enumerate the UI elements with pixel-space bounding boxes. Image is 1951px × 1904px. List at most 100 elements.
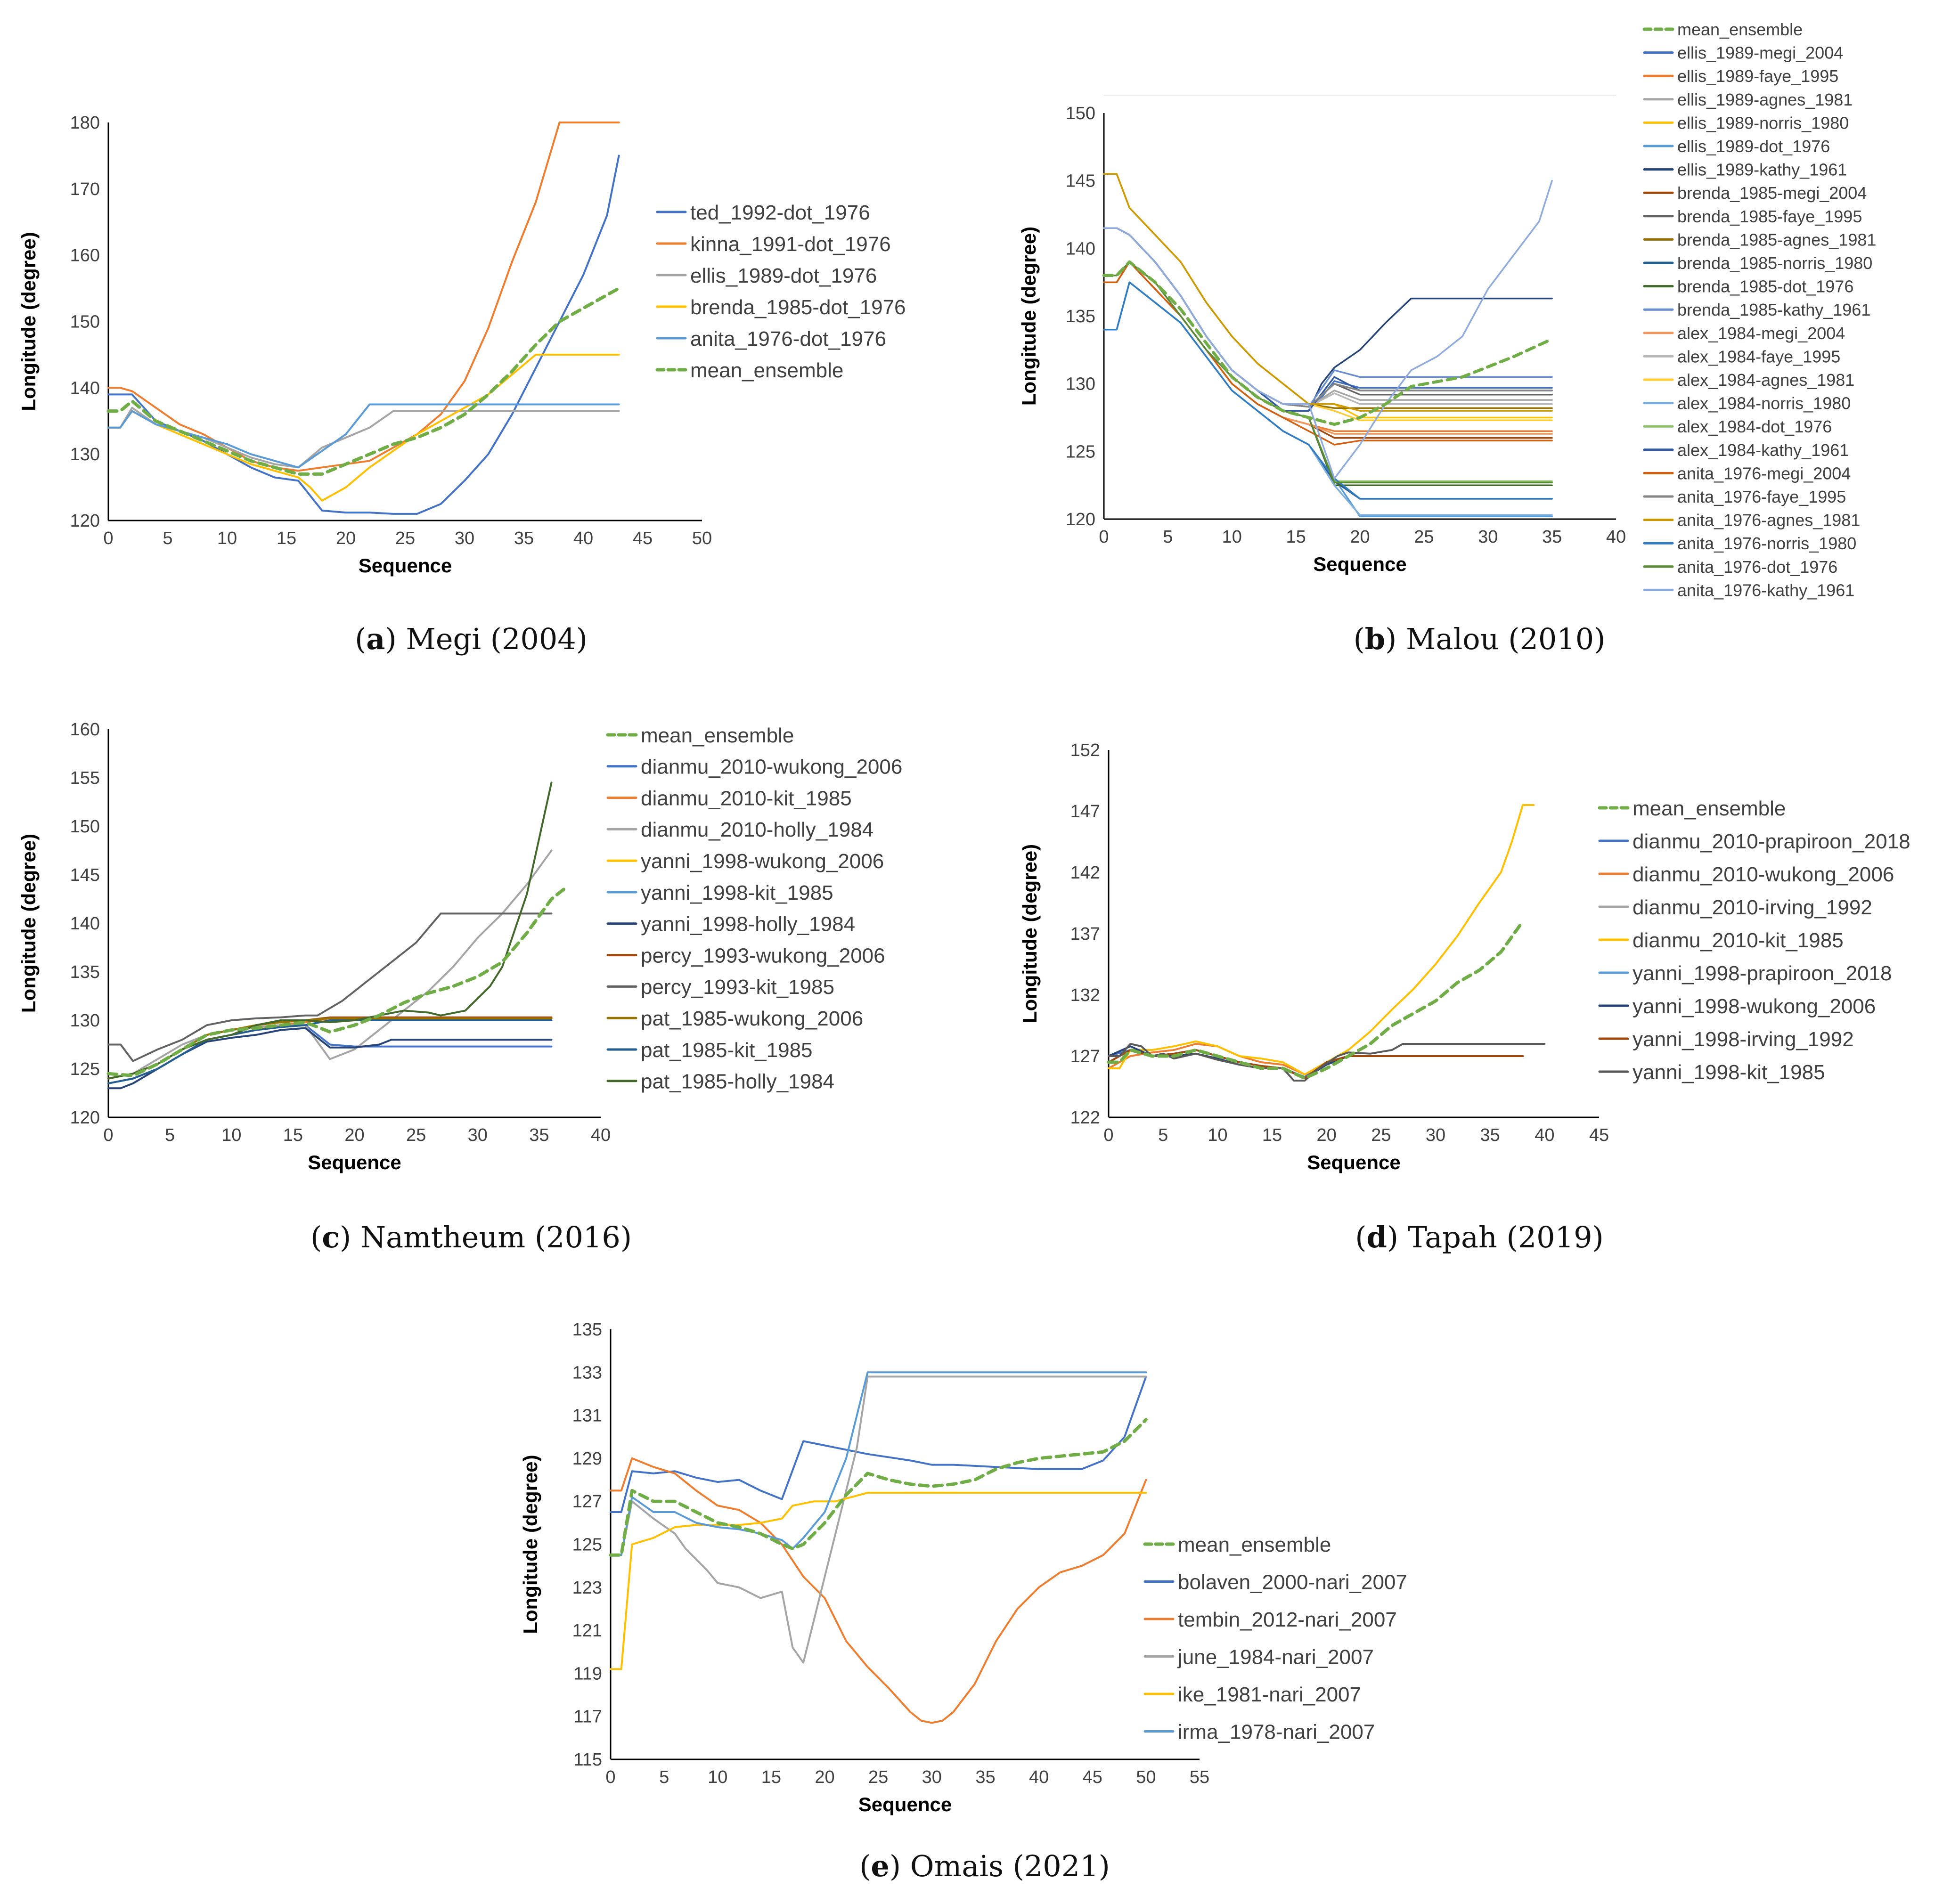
chart-e-x-tick: 30 <box>922 1767 942 1787</box>
chart-a-x-label: Sequence <box>359 554 452 577</box>
chart-a-series-line <box>107 353 620 502</box>
chart-d-legend-label: dianmu_2010-irving_1992 <box>1633 896 1872 919</box>
chart-b-series-line <box>1103 173 1553 409</box>
chart-b-legend-label: anita_1976-faye_1995 <box>1677 487 1846 506</box>
chart-c-x-label: Sequence <box>308 1151 401 1173</box>
chart-c-series-line <box>106 887 566 1077</box>
chart-c-legend-label: dianmu_2010-holly_1984 <box>641 818 873 841</box>
chart-b-series-line <box>1103 227 1553 412</box>
chart-e-y-label: Longitude (degree) <box>519 1455 541 1634</box>
chart-e-x-tick: 40 <box>1029 1767 1049 1787</box>
chart-b-x-label: Sequence <box>1313 553 1406 575</box>
chart-b-legend-label: anita_1976-norris_1980 <box>1677 534 1856 553</box>
chart-e-legend-label: irma_1978-nari_2007 <box>1178 1720 1375 1743</box>
chart-e-series-line <box>609 1418 1148 1557</box>
chart-d-y-tick: 152 <box>1070 740 1100 760</box>
chart-b-series-line <box>1103 281 1553 516</box>
chart-e-series-line <box>610 1371 1147 1556</box>
chart-a-y-tick: 160 <box>70 246 100 266</box>
chart-d-legend-label: yanni_1998-prapiroon_2018 <box>1633 962 1892 985</box>
chart-b-x-tick: 30 <box>1478 527 1498 547</box>
chart-c-legend-label: pat_1985-kit_1985 <box>641 1039 813 1062</box>
chart-b-legend-label: alex_1984-agnes_1981 <box>1677 370 1854 390</box>
chart-e-x-tick: 35 <box>975 1767 995 1787</box>
chart-b-x-tick: 35 <box>1542 527 1562 547</box>
chart-e-x-tick: 45 <box>1083 1767 1102 1787</box>
chart-a-series-line <box>107 403 620 469</box>
chart-a-y-tick: 170 <box>70 179 100 199</box>
chart-b-legend-label: anita_1976-megi_2004 <box>1677 464 1851 483</box>
chart-d-series-line <box>1108 804 1535 1075</box>
chart-a-legend-label: brenda_1985-dot_1976 <box>690 296 906 319</box>
chart-b-legend-label: ellis_1989-kathy_1961 <box>1677 160 1847 179</box>
chart-d-x-tick: 10 <box>1208 1125 1227 1145</box>
chart-a-series-line <box>106 286 621 476</box>
chart-a-x-tick: 25 <box>395 529 415 548</box>
chart-d-x-tick: 30 <box>1426 1125 1445 1145</box>
chart-a-series-line <box>107 122 620 472</box>
chart-a-x-tick: 50 <box>692 529 712 548</box>
chart-a-legend-label: ted_1992-dot_1976 <box>690 201 870 224</box>
chart-d-series-line <box>1107 919 1525 1080</box>
chart-b-legend-label: ellis_1989-megi_2004 <box>1677 43 1843 63</box>
chart-b-legend-label: anita_1976-kathy_1961 <box>1677 580 1854 600</box>
chart-a-series-line <box>107 155 620 515</box>
chart-e-legend-label: mean_ensemble <box>1178 1533 1331 1556</box>
chart-c-y-tick: 135 <box>70 962 100 982</box>
chart-a-legend-label: mean_ensemble <box>690 359 843 382</box>
chart-c-series-line <box>107 1019 553 1084</box>
chart-d-legend-label: dianmu_2010-prapiroon_2018 <box>1633 830 1910 853</box>
chart-b-legend-label: ellis_1989-dot_1976 <box>1677 137 1830 156</box>
chart-e-x-tick: 15 <box>761 1767 781 1787</box>
chart-c-x-tick: 20 <box>344 1125 364 1145</box>
chart-c-legend-label: percy_1993-kit_1985 <box>641 976 834 999</box>
chart-c-x-tick: 35 <box>529 1125 549 1145</box>
chart-e-y-tick: 123 <box>572 1578 602 1598</box>
chart-c-x-tick: 25 <box>406 1125 426 1145</box>
chart-c-y-tick: 140 <box>70 914 100 934</box>
caption-a: (a) Megi (2004) <box>355 622 588 656</box>
chart-d-legend-label: dianmu_2010-wukong_2006 <box>1633 863 1894 886</box>
chart-c-legend-label: dianmu_2010-wukong_2006 <box>641 756 902 779</box>
chart-a-y-tick: 140 <box>70 378 100 398</box>
chart-b-legend-label: alex_1984-kathy_1961 <box>1677 440 1849 460</box>
chart-b-x-tick: 15 <box>1286 527 1306 547</box>
chart-e-y-tick: 129 <box>572 1449 602 1469</box>
chart-a-x-tick: 15 <box>277 529 296 548</box>
caption-d: (d) Tapah (2019) <box>1355 1220 1604 1254</box>
chart-e-y-tick: 119 <box>573 1664 602 1684</box>
chart-e-y-tick: 127 <box>572 1492 602 1512</box>
chart-a-legend-label: kinna_1991-dot_1976 <box>690 233 891 256</box>
chart-a-x-tick: 0 <box>103 529 113 548</box>
chart-d-x-tick: 40 <box>1535 1125 1554 1145</box>
chart-c-legend-label: pat_1985-wukong_2006 <box>641 1007 863 1030</box>
chart-b-y-tick: 125 <box>1066 442 1095 462</box>
chart-d-y-tick: 142 <box>1070 863 1100 883</box>
chart-d-x-tick: 20 <box>1317 1125 1337 1145</box>
caption-e: (e) Omais (2021) <box>859 1849 1110 1883</box>
chart-c-x-tick: 10 <box>221 1125 241 1145</box>
chart-b-legend-label: brenda_1985-kathy_1961 <box>1677 300 1870 319</box>
chart-e-x-tick: 50 <box>1136 1767 1156 1787</box>
caption-b: (b) Malou (2010) <box>1353 622 1606 656</box>
chart-d-legend-label: yanni_1998-irving_1992 <box>1633 1028 1854 1051</box>
chart-c-x-tick: 15 <box>283 1125 303 1145</box>
chart-d-x-tick: 0 <box>1103 1125 1113 1145</box>
chart-c-y-tick: 130 <box>70 1011 100 1031</box>
chart-d-x-tick: 35 <box>1480 1125 1500 1145</box>
chart-c-y-tick: 145 <box>70 865 100 885</box>
chart-d-x-label: Sequence <box>1307 1151 1400 1173</box>
chart-a-x-tick: 35 <box>514 529 534 548</box>
chart-e-series-line <box>610 1375 1147 1513</box>
chart-c-x-tick: 0 <box>103 1125 113 1145</box>
chart-d-legend-label: yanni_1998-kit_1985 <box>1633 1061 1825 1084</box>
chart-e-legend-label: june_1984-nari_2007 <box>1177 1645 1374 1668</box>
chart-e-y-tick: 133 <box>572 1363 602 1383</box>
chart-b-y-label: Longitude (degree) <box>1018 227 1040 406</box>
chart-b-series-line <box>1102 260 1554 426</box>
chart-c-legend-label: pat_1985-holly_1984 <box>641 1070 834 1093</box>
chart-b-series-line <box>1103 227 1553 408</box>
chart-c-legend-label: yanni_1998-wukong_2006 <box>641 850 884 873</box>
chart-e-legend-label: ike_1981-nari_2007 <box>1178 1683 1361 1706</box>
